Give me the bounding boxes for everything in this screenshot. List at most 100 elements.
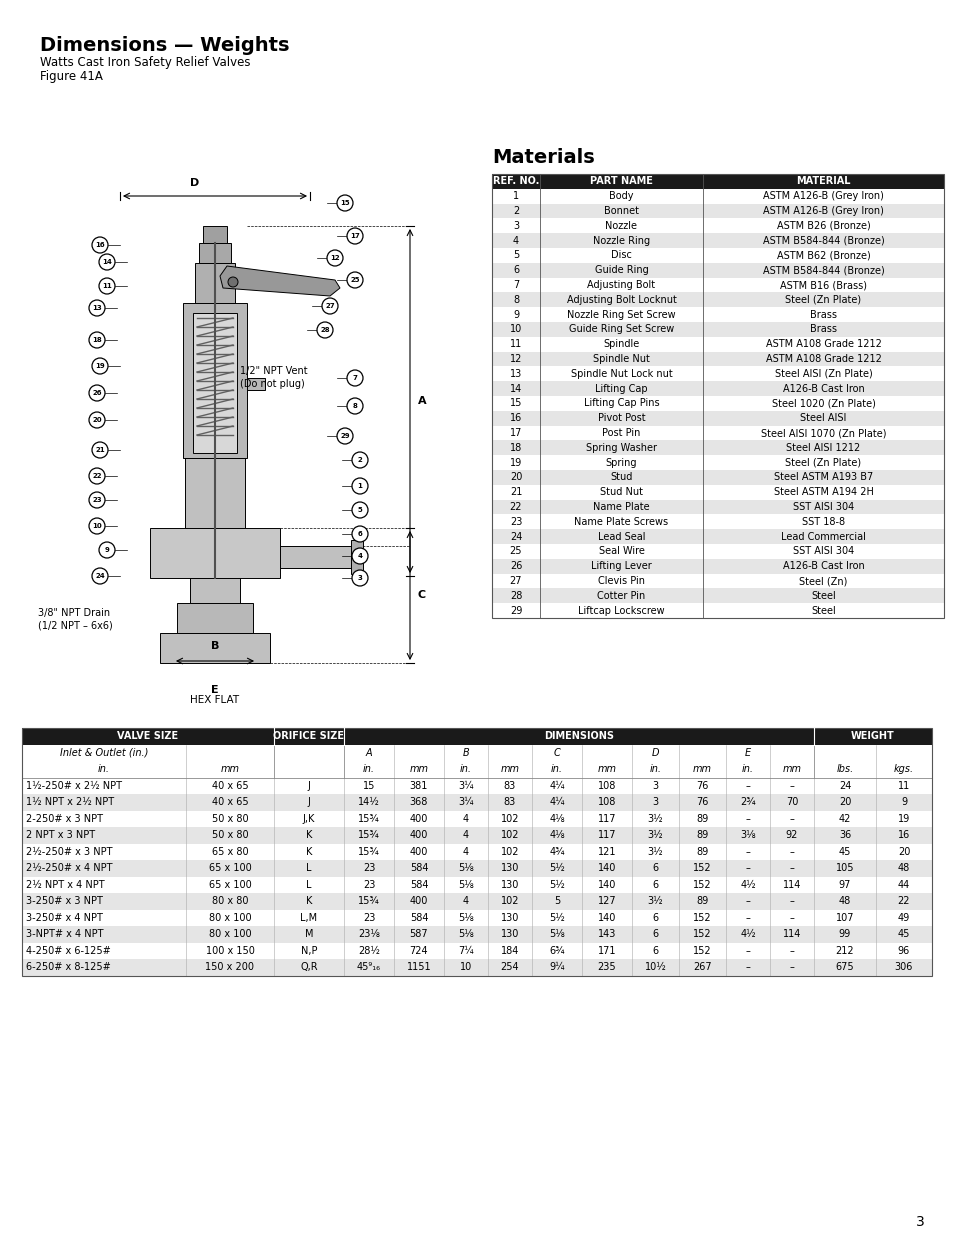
Text: 28: 28 (509, 590, 521, 600)
Text: 45⁹₁₆: 45⁹₁₆ (356, 962, 380, 972)
Text: 1½ NPT x 2½ NPT: 1½ NPT x 2½ NPT (26, 798, 114, 808)
Text: 5⅛: 5⅛ (457, 863, 474, 873)
Bar (492, 588, 943, 603)
Text: 117: 117 (598, 814, 616, 824)
Text: 171: 171 (598, 946, 616, 956)
Text: 5½: 5½ (549, 879, 564, 889)
Text: 587: 587 (409, 929, 428, 940)
Text: 15: 15 (340, 200, 350, 206)
Text: K: K (306, 897, 312, 906)
Text: –: – (745, 897, 750, 906)
Text: 100 x 150: 100 x 150 (205, 946, 254, 956)
Text: –: – (745, 913, 750, 923)
Bar (22, 893, 931, 909)
Text: 10: 10 (509, 325, 521, 335)
Text: 3: 3 (357, 576, 362, 580)
Text: Clevis Pin: Clevis Pin (598, 576, 644, 585)
Text: ASTM B62 (Bronze): ASTM B62 (Bronze) (776, 251, 869, 261)
Circle shape (99, 254, 115, 270)
Text: Body: Body (609, 191, 633, 201)
Text: 400: 400 (410, 830, 428, 840)
Text: 44: 44 (897, 879, 909, 889)
Text: Steel 1020 (Zn Plate): Steel 1020 (Zn Plate) (771, 399, 875, 409)
Text: 3¼: 3¼ (457, 798, 474, 808)
Text: 130: 130 (500, 879, 518, 889)
Text: 23: 23 (362, 879, 375, 889)
Text: Pivot Post: Pivot Post (598, 414, 644, 424)
Text: 9: 9 (900, 798, 906, 808)
Text: 89: 89 (696, 830, 708, 840)
Text: 50 x 80: 50 x 80 (212, 830, 248, 840)
Text: 36: 36 (838, 830, 850, 840)
Text: mm: mm (220, 764, 239, 774)
Text: 42: 42 (838, 814, 850, 824)
Text: 8: 8 (353, 403, 357, 409)
Text: 108: 108 (598, 798, 616, 808)
Text: 4⅛: 4⅛ (549, 814, 564, 824)
Text: 18: 18 (92, 337, 102, 343)
Bar (492, 278, 943, 293)
Text: 724: 724 (409, 946, 428, 956)
Text: 27: 27 (325, 303, 335, 309)
Text: 152: 152 (693, 863, 711, 873)
Text: 368: 368 (410, 798, 428, 808)
Text: 4½: 4½ (740, 929, 755, 940)
Text: 7: 7 (513, 280, 518, 290)
Bar (22, 860, 931, 877)
Text: 48: 48 (838, 897, 850, 906)
Text: ASTM B584-844 (Bronze): ASTM B584-844 (Bronze) (761, 266, 883, 275)
Bar (492, 396, 943, 411)
Bar (194, 263, 234, 303)
Bar (183, 303, 247, 458)
Text: 17: 17 (509, 429, 521, 438)
Text: lbs.: lbs. (836, 764, 853, 774)
Text: Steel (Zn Plate): Steel (Zn Plate) (784, 458, 861, 468)
Text: 130: 130 (500, 863, 518, 873)
Text: 20: 20 (897, 847, 909, 857)
Text: A: A (417, 396, 426, 406)
Bar (22, 926, 931, 942)
Bar (22, 761, 931, 778)
Text: Nozzle: Nozzle (605, 221, 637, 231)
Text: E: E (744, 747, 750, 758)
Text: 400: 400 (410, 814, 428, 824)
Text: 6-250# x 8-125#: 6-250# x 8-125# (26, 962, 111, 972)
Text: 25: 25 (350, 277, 359, 283)
Text: 3-NPT# x 4 NPT: 3-NPT# x 4 NPT (26, 929, 103, 940)
Text: 89: 89 (696, 814, 708, 824)
Text: –: – (789, 814, 794, 824)
Text: Liftcap Lockscrew: Liftcap Lockscrew (578, 605, 664, 615)
Text: 40 x 65: 40 x 65 (212, 798, 248, 808)
Text: L: L (306, 863, 312, 873)
Text: 19: 19 (509, 458, 521, 468)
Text: in.: in. (649, 764, 660, 774)
Text: 5⅛: 5⅛ (457, 929, 474, 940)
Text: 10: 10 (459, 962, 472, 972)
Text: Lead Commercial: Lead Commercial (781, 531, 865, 542)
Text: 45: 45 (897, 929, 909, 940)
Text: 23: 23 (362, 913, 375, 923)
Circle shape (352, 526, 368, 542)
Text: J: J (307, 798, 310, 808)
Bar (492, 233, 943, 248)
Text: 92: 92 (785, 830, 798, 840)
Text: 16: 16 (95, 242, 105, 248)
Text: D: D (191, 178, 199, 188)
Circle shape (336, 195, 353, 211)
Text: 6: 6 (652, 946, 658, 956)
Text: Name Plate Screws: Name Plate Screws (574, 516, 668, 527)
Text: kgs.: kgs. (893, 764, 913, 774)
Text: 143: 143 (598, 929, 616, 940)
Text: Name Plate: Name Plate (593, 501, 649, 513)
Circle shape (352, 452, 368, 468)
Text: –: – (745, 781, 750, 790)
Text: 13: 13 (92, 305, 102, 311)
Bar (492, 174, 943, 618)
Text: Nozzle Ring: Nozzle Ring (593, 236, 649, 246)
Bar (492, 441, 943, 456)
Circle shape (91, 568, 108, 584)
Bar (492, 485, 943, 500)
Text: Spring Washer: Spring Washer (585, 443, 657, 453)
Bar (492, 174, 943, 189)
Bar (492, 248, 943, 263)
